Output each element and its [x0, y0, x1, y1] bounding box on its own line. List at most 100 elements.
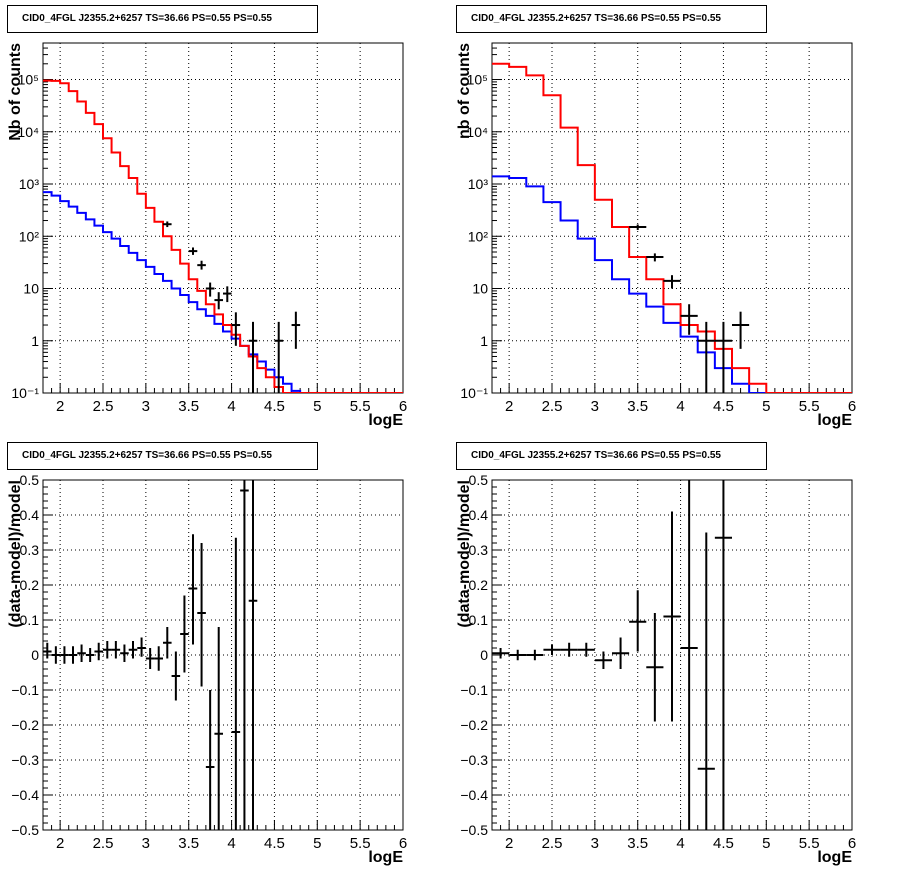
x-tick-label: 5 — [762, 398, 770, 415]
x-axis-title: logE — [368, 849, 403, 866]
x-tick-label: 2 — [505, 835, 513, 852]
panel-top-right: 2 2.5 3 3.5 4 4.5 5 5.5 6 10⁻¹ 1 10 10² 10³ 10⁴ 10⁵ logE… — [456, 42, 856, 429]
y-tick-label: −0.4 — [460, 787, 488, 803]
data-point — [94, 642, 103, 661]
x-tick-label: 2 — [56, 835, 64, 852]
x-tick-label: 5.5 — [799, 398, 820, 415]
data-point — [214, 627, 223, 830]
panel-bottom-left: 2 2.5 3 3.5 4 4.5 5 5.5 6 −0.5 −0.4 −0.3 −0.2 −0.1 0 0.… — [7, 472, 407, 866]
data-point — [214, 292, 223, 310]
x-tick-label: 4.5 — [713, 398, 734, 415]
x-tick-label: 3.5 — [627, 835, 648, 852]
x-tick-label: 3 — [591, 398, 599, 415]
data-point — [171, 651, 181, 701]
data-point — [714, 480, 732, 830]
x-tick-label: 4 — [676, 835, 684, 852]
y-tick-label: 10⁴ — [466, 124, 488, 140]
y-tick-label: 0.4 — [20, 507, 40, 523]
data-point — [180, 595, 189, 673]
x-tick-label: 4.5 — [713, 835, 734, 852]
x-tick-label: 5 — [313, 835, 321, 852]
data-point — [248, 321, 258, 393]
data-point — [188, 247, 198, 255]
data-point — [231, 312, 241, 346]
data-point — [248, 480, 258, 830]
data-point — [274, 321, 283, 393]
y-tick-label: 0.2 — [20, 577, 40, 593]
x-tick-label: 3.5 — [178, 398, 199, 415]
x-tick-label: 3 — [591, 835, 599, 852]
data-point — [51, 646, 61, 664]
data-point — [85, 648, 95, 662]
x-tick-label: 4.5 — [264, 835, 285, 852]
data-point — [680, 304, 698, 335]
x-tick-label: 3.5 — [178, 835, 199, 852]
data-point — [77, 644, 86, 662]
y-tick-label: 10² — [468, 228, 489, 244]
data-point — [137, 637, 146, 657]
y-tick-label: 0.3 — [469, 542, 489, 558]
data-point — [291, 311, 301, 349]
y-tick-label: −0.1 — [460, 682, 488, 698]
data-point — [612, 637, 630, 669]
y-tick-label: 1 — [480, 333, 488, 349]
data-point — [577, 642, 595, 657]
data-point — [163, 221, 172, 228]
x-tick-label: 4.5 — [264, 398, 285, 415]
x-tick-label: 5 — [313, 398, 321, 415]
y-tick-label: 10⁻¹ — [11, 385, 39, 401]
x-axis-title: logE — [368, 412, 403, 429]
data-point — [543, 644, 561, 655]
x-tick-label: 3 — [142, 398, 150, 415]
x-tick-label: 4 — [227, 835, 235, 852]
data-point — [492, 648, 510, 659]
y-tick-label: −0.5 — [460, 822, 488, 838]
panel-top-left: 2 2.5 3 3.5 4 4.5 5 5.5 6 10⁻¹ 1 10 10² 10³ 10⁴ 10⁵ logE… — [7, 42, 407, 429]
y-tick-label: 0.2 — [469, 577, 489, 593]
x-tick-label: 5.5 — [350, 398, 371, 415]
x-tick-label: 4 — [227, 398, 235, 415]
data-point — [120, 644, 129, 662]
data-point — [629, 590, 647, 652]
data-point — [560, 642, 578, 657]
x-tick-label: 6 — [399, 835, 407, 852]
y-tick-label: −0.4 — [11, 787, 39, 803]
data-point — [197, 543, 206, 687]
panel-title-top-left: CID0_4FGL J2355.2+6257 TS=36.66 PS=0.55 … — [7, 5, 318, 33]
model-total-line — [492, 62, 852, 393]
y-tick-label: 0.3 — [20, 542, 40, 558]
data-point — [594, 651, 612, 669]
data-point — [646, 253, 664, 262]
model-total-line — [43, 79, 403, 393]
y-tick-label: 10 — [23, 281, 39, 297]
y-tick-label: 0 — [31, 647, 39, 663]
x-tick-label: 2.5 — [542, 835, 563, 852]
x-tick-label: 2 — [505, 398, 513, 415]
data-point — [205, 282, 215, 297]
y-axis-title: nb of counts — [456, 43, 473, 139]
x-tick-label: 2.5 — [542, 398, 563, 415]
y-tick-label: −0.3 — [11, 752, 39, 768]
data-point — [697, 532, 715, 830]
x-tick-label: 2 — [56, 398, 64, 415]
data-point — [223, 286, 232, 303]
y-tick-label: 0.1 — [20, 612, 40, 628]
y-tick-label: −0.5 — [11, 822, 39, 838]
data-point — [43, 642, 52, 659]
x-tick-label: 3.5 — [627, 398, 648, 415]
y-tick-label: −0.1 — [11, 682, 39, 698]
data-point — [680, 480, 698, 830]
y-tick-label: 10⁴ — [17, 124, 39, 140]
x-tick-label: 2.5 — [93, 398, 114, 415]
data-point — [68, 646, 78, 664]
x-axis-title: logE — [817, 849, 852, 866]
data-point — [111, 641, 121, 659]
y-axis-title: (data-model)/model — [456, 480, 473, 628]
y-tick-label: 10⁵ — [467, 72, 488, 88]
panel-title-top-right: CID0_4FGL J2355.2+6257 TS=36.66 PS=0.55 … — [456, 5, 767, 33]
model-background-line — [43, 191, 403, 393]
model-background-line — [492, 175, 852, 393]
y-axis-title: (data-model)/model — [7, 480, 24, 628]
